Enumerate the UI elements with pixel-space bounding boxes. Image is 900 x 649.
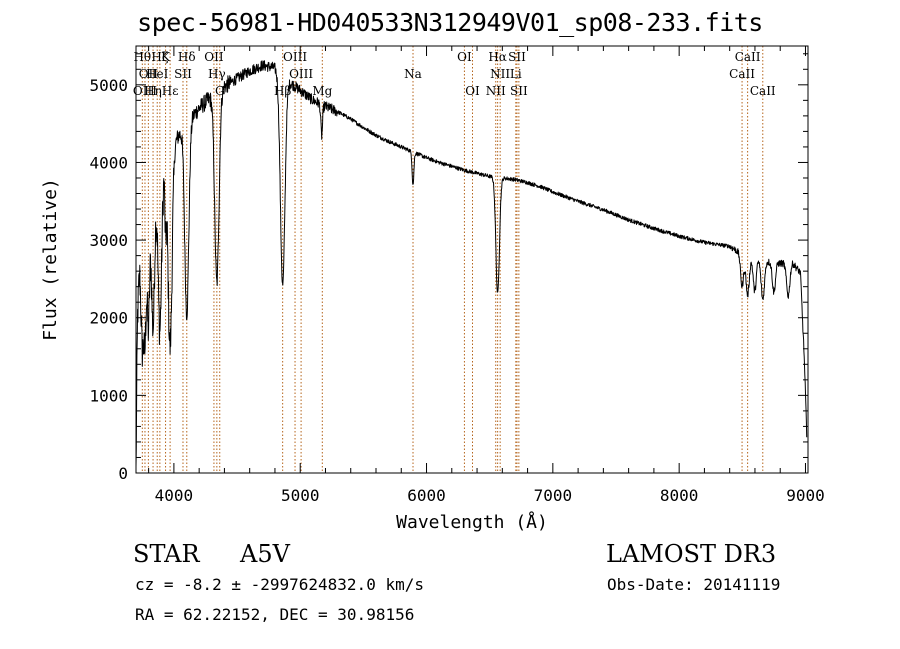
- line-marker-label: HeI: [146, 67, 169, 81]
- line-marker-label: OI: [457, 50, 472, 64]
- y-tick-label: 4000: [89, 153, 128, 172]
- spectral-class: A5V: [240, 540, 290, 568]
- x-axis-label: Wavelength (Å): [396, 511, 548, 533]
- line-marker-label: CaII: [729, 67, 755, 81]
- sky-coordinates: RA = 62.22152, DEC = 30.98156: [135, 605, 415, 624]
- line-marker-label: SII: [508, 50, 526, 64]
- line-marker-label: NII: [490, 67, 510, 81]
- x-tick-label: 5000: [281, 486, 320, 505]
- line-marker-label: SII: [174, 67, 192, 81]
- line-marker-label: Hγ: [208, 67, 226, 81]
- y-tick-label: 2000: [89, 309, 128, 328]
- observation-date: Obs-Date: 20141119: [607, 575, 781, 594]
- line-marker-label: Mg: [312, 84, 332, 98]
- line-marker-label: OII: [139, 67, 159, 81]
- line-marker-label: OI: [465, 84, 480, 98]
- chart-title: spec-56981-HD040533N312949V01_sp08-233.f…: [137, 8, 763, 37]
- y-tick-label: 5000: [89, 76, 128, 95]
- plot-frame: [135, 45, 809, 474]
- y-axis-label: Flux (relative): [40, 178, 61, 341]
- line-marker-label: CaII: [735, 50, 761, 64]
- spectrum-series-line: [135, 60, 808, 467]
- line-marker-label: OIII: [283, 50, 307, 64]
- object-type: STAR: [133, 540, 200, 568]
- x-tick-label: 7000: [534, 486, 573, 505]
- x-tick-label: 4000: [155, 486, 194, 505]
- line-marker-label: Hδ: [178, 50, 196, 64]
- line-marker-label: Na: [404, 67, 422, 81]
- line-marker-label: CaII: [750, 84, 776, 98]
- line-marker-label: Hβ: [274, 84, 291, 98]
- line-marker-label: SII: [510, 84, 528, 98]
- line-marker-label: Hε: [162, 84, 179, 98]
- line-marker-label: K: [161, 50, 171, 64]
- redshift-value: cz = -8.2 ± -2997624832.0 km/s: [135, 575, 424, 594]
- line-marker-label: Hα: [488, 50, 507, 64]
- line-marker-label: OII: [204, 50, 224, 64]
- line-marker-label: NII: [486, 84, 506, 98]
- line-marker-label: OIII: [289, 67, 313, 81]
- line-marker-label: OIII: [133, 84, 157, 98]
- y-tick-label: 0: [118, 464, 128, 483]
- line-marker-label: Hζ: [151, 50, 168, 64]
- axis-ticks: [136, 46, 808, 474]
- line-marker-label: Hη: [144, 84, 162, 98]
- line-marker-layer: [141, 46, 764, 473]
- line-marker-label: G: [215, 84, 225, 98]
- x-tick-label: 6000: [407, 486, 446, 505]
- axis-tick-labels: 4000 5000 6000 7000 8000 9000 0 1000 2000 3000 400…: [89, 76, 824, 505]
- x-tick-label: 9000: [786, 486, 825, 505]
- y-tick-label: 1000: [89, 386, 128, 405]
- survey-name: LAMOST DR3: [606, 540, 777, 568]
- y-tick-label: 3000: [89, 231, 128, 250]
- line-marker-label: Li: [510, 67, 522, 81]
- x-tick-label: 8000: [660, 486, 699, 505]
